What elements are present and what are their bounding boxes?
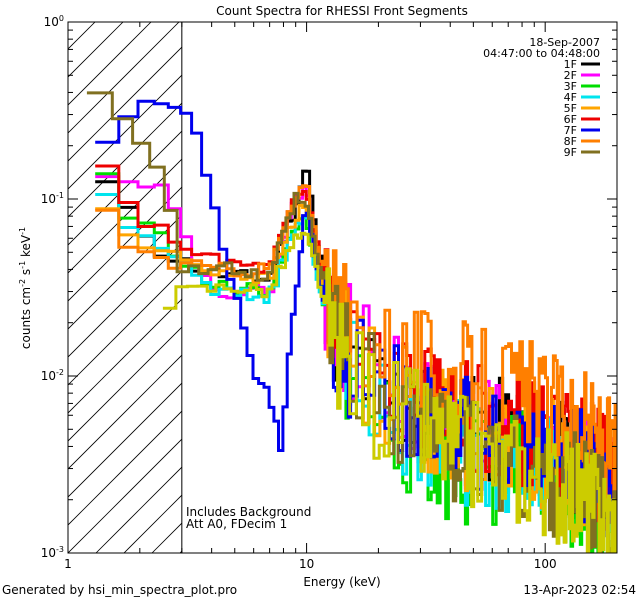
spectrum-line-8F (95, 184, 617, 513)
legend-label-9F: 9F (564, 146, 577, 159)
spectrum-line-extra-9 (162, 231, 617, 553)
x-tick-label: 100 (534, 557, 557, 571)
date-label: 18-Sep-2007 (529, 36, 600, 49)
legend-label-6F: 6F (564, 113, 577, 126)
generated-by-label: Generated by hsi_min_spectra_plot.pro (2, 583, 237, 597)
legend-label-1F: 1F (564, 58, 577, 71)
legend-label-5F: 5F (564, 102, 577, 115)
y-tick-label: 10-1 (41, 191, 64, 206)
ylabel-part: counts cm (19, 287, 33, 349)
plot-frame (67, 21, 618, 554)
timestamp-label: 13-Apr-2023 02:54 (523, 583, 636, 597)
x-tick-label: 1 (64, 557, 72, 571)
legend-label-4F: 4F (564, 91, 577, 104)
x-tick-label: 10 (299, 557, 314, 571)
time-range-label: 04:47:00 to 04:48:00 (483, 47, 600, 60)
ylabel-exp: -1 (18, 227, 27, 235)
ylabel-exp: -1 (18, 261, 27, 269)
y-tick-label: 10-2 (41, 368, 64, 383)
x-axis-label: Energy (keV) (303, 575, 380, 589)
svg-text:counts cm-2 s-1 keV-1: counts cm-2 s-1 keV-1 (18, 227, 33, 349)
y-tick-label: 100 (44, 14, 64, 29)
y-axis-label: counts cm-2 s-1 keV-1 (18, 227, 33, 349)
legend-label-3F: 3F (564, 80, 577, 93)
legend-label-8F: 8F (564, 135, 577, 148)
chart-title: Count Spectra for RHESSI Front Segments (216, 4, 468, 18)
note-background: Includes Background (186, 505, 311, 519)
ylabel-exp: -2 (18, 279, 27, 287)
legend-label-7F: 7F (564, 124, 577, 137)
legend-label-2F: 2F (564, 69, 577, 82)
ylabel-part: s (19, 269, 33, 279)
y-tick-label: 10-3 (41, 545, 64, 560)
note-attenuator: Att A0, FDecim 1 (186, 517, 287, 531)
ylabel-part: keV (19, 234, 33, 261)
